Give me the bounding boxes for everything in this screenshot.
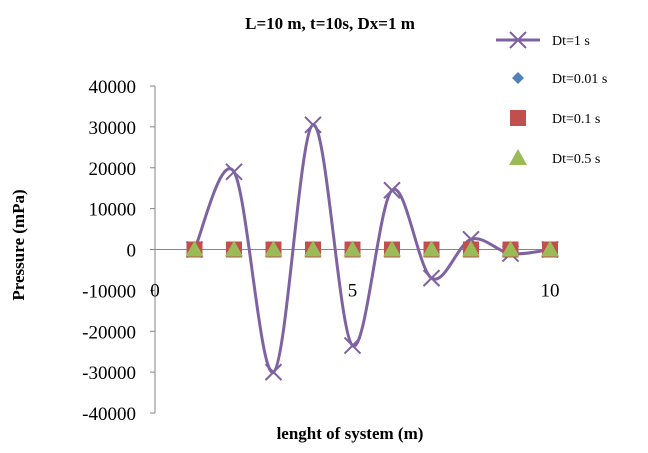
legend-marker [509,149,527,165]
data-point [264,240,283,257]
data-point [422,240,441,257]
series-0 [185,116,559,381]
data-point [225,240,243,257]
x-tick-label: 10 [541,281,560,302]
y-tick-label: 30000 [89,118,137,139]
legend-label: Dt=0.5 s [552,152,600,167]
legend-item-1: Dt=0.01 s [512,72,607,87]
legend-marker [510,110,526,126]
x-tick-label: 5 [348,281,358,302]
legend-item-2: Dt=0.1 s [510,110,600,127]
data-point [304,240,322,257]
legend-label: Dt=0.01 s [552,72,607,87]
series-layer [185,116,559,381]
y-tick-label: -40000 [82,404,136,425]
y-axis-title: Pressure (mPa) [9,189,28,300]
data-point [383,181,401,199]
data-point [462,240,480,257]
x-tick-label: 0 [150,281,160,302]
y-tick-label: 10000 [89,200,137,221]
legend-marker [509,31,527,49]
data-point [422,269,441,287]
y-tick-label: 0 [127,241,137,262]
data-point [225,163,243,181]
y-tick-label: 40000 [89,77,137,98]
data-point [383,240,401,257]
data-point [185,240,204,257]
y-tick-label: 20000 [89,159,137,180]
chart-title: L=10 m, t=10s, Dx=1 m [245,14,415,33]
data-point [501,240,520,257]
legend-marker [512,72,524,84]
y-tick-label: -30000 [82,363,136,384]
series-3 [185,240,559,257]
legend-label: Dt=0.1 s [552,112,600,127]
legend-item-0: Dt=1 s [496,31,590,49]
axes: 40000 30000 20000 10000 0 -10000 -20000 -30000 -… [82,77,559,425]
y-tick-label: -20000 [82,322,136,343]
legend-label: Dt=1 s [552,34,590,49]
data-point [264,363,283,381]
data-point [343,240,362,257]
x-axis-title: lenght of system (m) [277,424,424,443]
data-point [343,336,362,355]
series-line [193,123,551,374]
y-tick-label: -10000 [82,281,136,302]
legend-item-3: Dt=0.5 s [509,149,600,167]
legend: Dt=1 s Dt=0.01 s Dt=0.1 s Dt=0.5 s [496,31,607,167]
data-point [304,116,322,134]
data-point [541,240,559,257]
